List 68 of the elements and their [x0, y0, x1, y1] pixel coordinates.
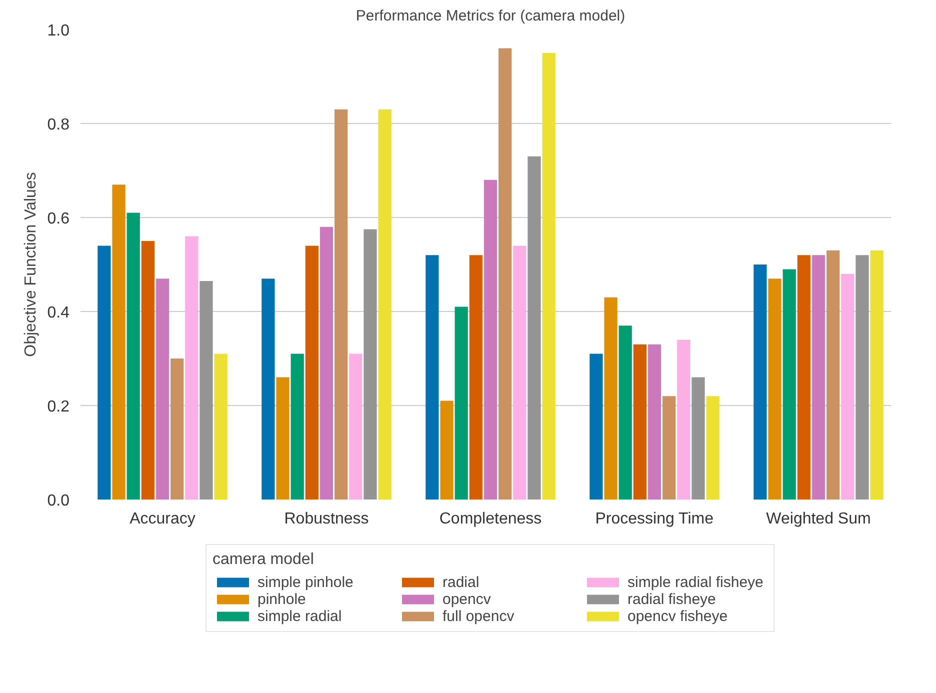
bar	[141, 241, 154, 500]
bar	[112, 184, 126, 500]
legend-title: camera model	[212, 550, 315, 568]
y-tick-label: 0.2	[47, 398, 70, 416]
y-tick-label: 0.6	[47, 210, 70, 228]
legend-label: opencv fisheye	[628, 608, 729, 624]
bar	[542, 53, 556, 500]
legend-label: radial fisheye	[628, 590, 717, 608]
bar	[170, 358, 184, 500]
bar	[604, 297, 618, 500]
bar	[214, 354, 228, 500]
bar	[590, 354, 603, 500]
bar	[440, 400, 454, 500]
chart-title: Performance Metrics for (camera model)	[356, 8, 626, 24]
bar	[754, 264, 767, 500]
bar	[648, 344, 662, 500]
legend-label: simple pinhole	[258, 574, 354, 590]
y-tick-label: 0.4	[47, 304, 70, 322]
y-tick-label: 0.0	[47, 492, 70, 510]
bar	[454, 306, 468, 500]
bar	[290, 354, 304, 500]
bar	[98, 246, 111, 500]
bar	[826, 250, 840, 500]
x-tick-label: Robustness	[284, 510, 369, 528]
bar	[513, 246, 526, 500]
y-axis-title: Objective Function Values	[22, 172, 40, 357]
bar	[856, 255, 869, 500]
bar	[768, 278, 782, 500]
bar	[528, 156, 541, 500]
legend-label: radial	[442, 574, 480, 590]
bar	[426, 255, 439, 500]
bar	[618, 326, 632, 500]
legend-label: opencv	[442, 590, 492, 608]
bar	[334, 109, 348, 500]
bar	[782, 269, 796, 500]
y-tick-label: 0.8	[47, 116, 70, 134]
bar	[126, 212, 140, 500]
bar	[349, 354, 362, 500]
bar	[706, 396, 720, 500]
bar	[320, 226, 334, 500]
bar	[200, 280, 213, 500]
bar	[484, 180, 498, 500]
bar	[677, 340, 690, 500]
bar	[378, 109, 392, 500]
bar	[841, 274, 854, 500]
bar	[364, 229, 377, 500]
bar	[305, 246, 318, 500]
bar	[185, 236, 198, 500]
bar	[498, 48, 512, 500]
x-tick-label: Completeness	[439, 510, 542, 528]
bar	[469, 255, 482, 500]
bar	[276, 377, 290, 500]
y-tick-label: 1.0	[47, 22, 70, 40]
bar	[262, 278, 275, 500]
legend-label: full opencv	[442, 608, 516, 624]
bar	[156, 278, 170, 500]
legend-label: pinhole	[258, 590, 307, 608]
legend-label: simple radial	[258, 608, 343, 624]
bar	[812, 255, 826, 500]
legend-label: simple radial fisheye	[628, 574, 764, 590]
bar	[633, 344, 646, 500]
bar	[870, 250, 884, 500]
x-tick-label: Weighted Sum	[766, 510, 871, 528]
bar	[662, 396, 676, 500]
bar	[797, 255, 810, 500]
x-tick-label: Processing Time	[595, 510, 714, 528]
x-tick-label: Accuracy	[130, 510, 196, 528]
bar	[692, 377, 705, 500]
